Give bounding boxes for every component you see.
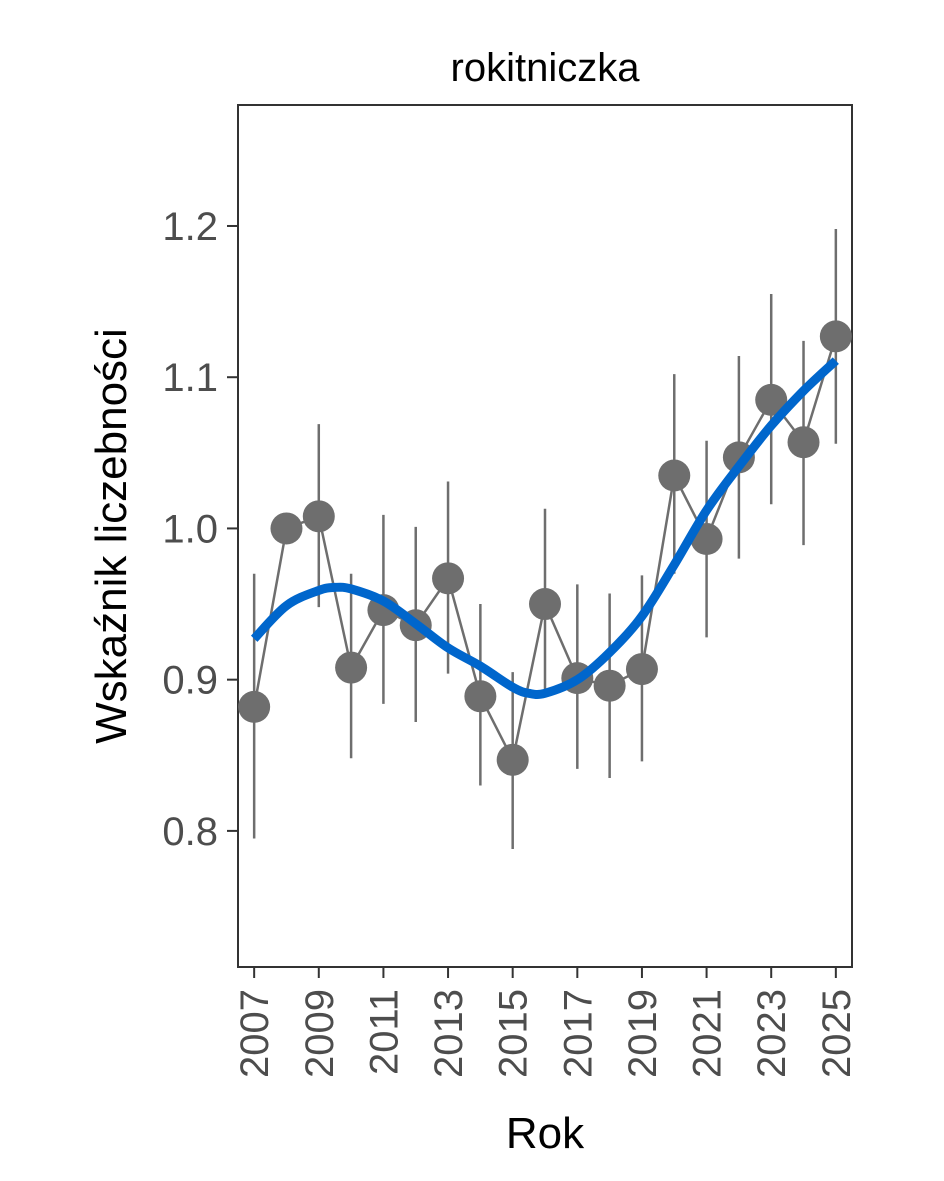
- x-tick-label: 2013: [427, 989, 471, 1078]
- data-point: [593, 669, 626, 702]
- data-point: [464, 680, 497, 713]
- x-tick-label: 2011: [362, 989, 406, 1075]
- y-tick-label: 1.0: [162, 507, 218, 551]
- x-tick-label: 2021: [686, 989, 730, 1078]
- x-axis-title: Rok: [506, 1109, 585, 1158]
- data-point: [270, 512, 303, 545]
- data-point: [335, 651, 368, 684]
- data-point: [819, 320, 852, 353]
- y-tick-label: 1.2: [162, 205, 218, 249]
- data-point: [625, 653, 658, 686]
- chart-title: rokitniczka: [451, 46, 641, 90]
- y-tick-label: 0.8: [162, 810, 218, 854]
- data-point: [238, 690, 271, 723]
- data-point: [432, 562, 465, 595]
- data-point: [658, 459, 691, 492]
- data-point: [787, 426, 820, 459]
- data-point: [755, 383, 788, 416]
- x-tick-label: 2009: [298, 989, 342, 1078]
- x-tick-label: 2007: [233, 989, 277, 1078]
- y-axis: 0.8 0.9 1.0 1.1 1.2: [162, 205, 238, 854]
- data-point: [302, 500, 335, 533]
- trend-path: [250, 357, 839, 700]
- x-tick-label: 2023: [750, 989, 794, 1078]
- y-tick-label: 0.9: [162, 659, 218, 703]
- data-point: [529, 588, 561, 621]
- trend-line: [250, 357, 839, 700]
- data-point: [496, 743, 529, 776]
- y-tick-label: 1.1: [162, 356, 218, 400]
- x-tick-label: 2015: [492, 989, 536, 1078]
- x-tick-label: 2019: [621, 989, 665, 1078]
- y-axis-title: Wskaźnik liczebności: [87, 328, 136, 744]
- x-tick-label: 2017: [556, 989, 600, 1078]
- x-tick-label: 2025: [815, 989, 859, 1078]
- x-axis: 2007 2009 2011 2013 2015 2017 2019 2021 2023 2025: [233, 967, 859, 1078]
